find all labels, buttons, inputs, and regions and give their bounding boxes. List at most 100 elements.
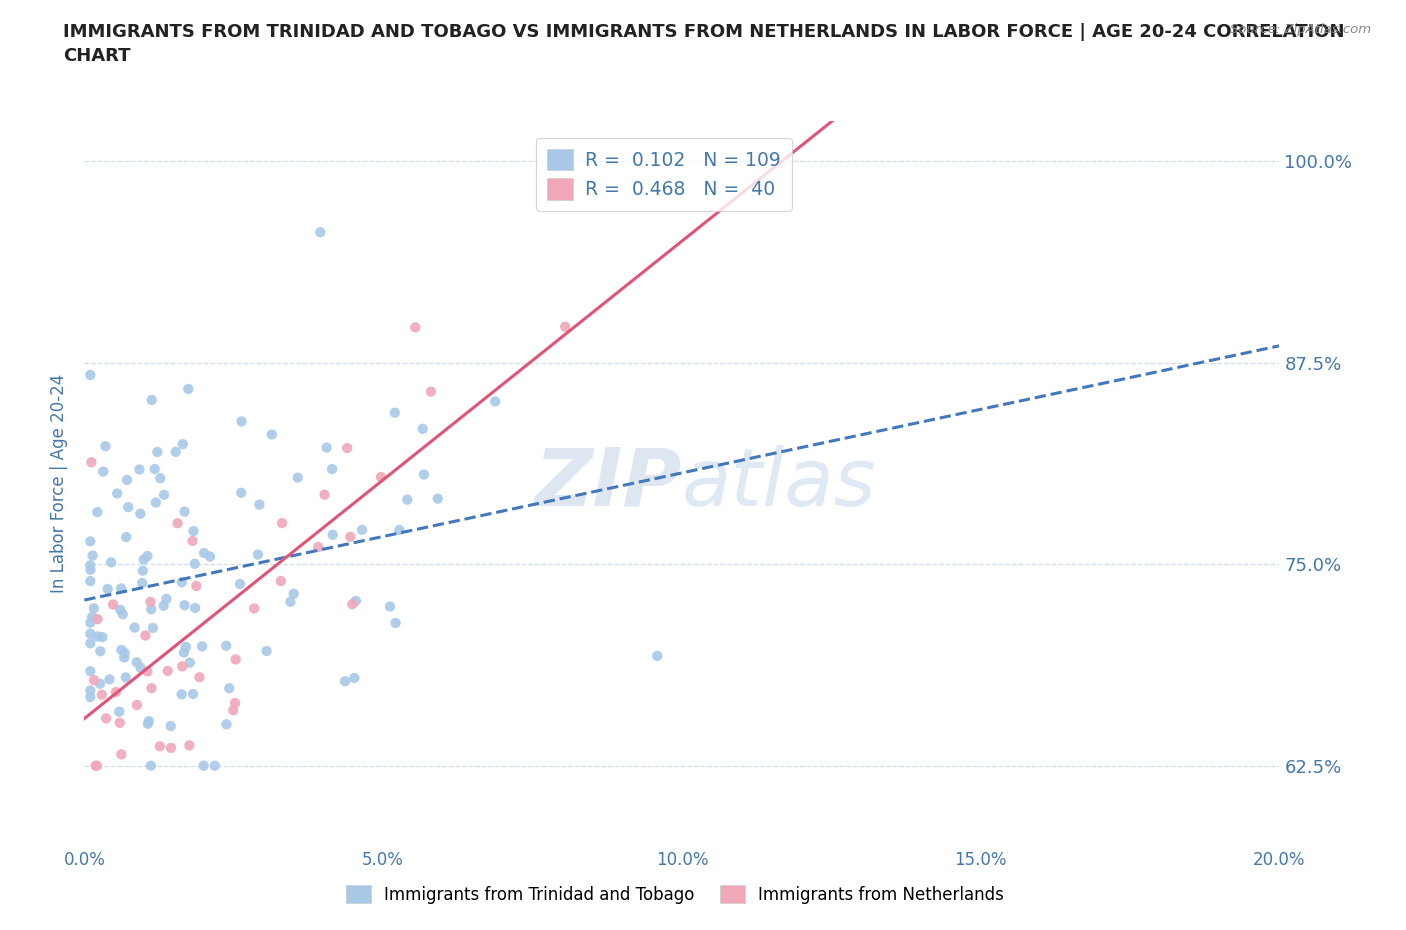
Point bbox=[136, 716, 159, 731]
Point bbox=[172, 659, 194, 674]
Point bbox=[172, 437, 194, 452]
Point bbox=[188, 670, 211, 684]
Point bbox=[388, 523, 411, 538]
Point bbox=[193, 758, 215, 773]
Point bbox=[82, 548, 104, 563]
Point bbox=[145, 495, 167, 510]
Point bbox=[484, 394, 506, 409]
Point bbox=[321, 461, 343, 476]
Point bbox=[645, 648, 668, 663]
Point bbox=[129, 660, 152, 675]
Point bbox=[108, 715, 131, 730]
Point bbox=[412, 421, 434, 436]
Text: IMMIGRANTS FROM TRINIDAD AND TOBAGO VS IMMIGRANTS FROM NETHERLANDS IN LABOR FORC: IMMIGRANTS FROM TRINIDAD AND TOBAGO VS I… bbox=[63, 23, 1344, 65]
Point bbox=[215, 717, 238, 732]
Point bbox=[82, 610, 104, 625]
Point bbox=[132, 552, 155, 567]
Legend: Immigrants from Trinidad and Tobago, Immigrants from Netherlands: Immigrants from Trinidad and Tobago, Imm… bbox=[339, 879, 1011, 910]
Point bbox=[104, 684, 127, 699]
Point bbox=[132, 564, 155, 578]
Point bbox=[149, 471, 172, 485]
Point bbox=[90, 687, 112, 702]
Point bbox=[79, 616, 101, 631]
Point bbox=[117, 499, 139, 514]
Point bbox=[183, 524, 205, 538]
Point bbox=[222, 703, 245, 718]
Point bbox=[270, 574, 292, 589]
Point bbox=[322, 527, 344, 542]
Point bbox=[114, 670, 136, 684]
Point bbox=[155, 591, 177, 606]
Point bbox=[174, 640, 197, 655]
Point bbox=[112, 650, 135, 665]
Point bbox=[314, 487, 336, 502]
Point bbox=[215, 638, 238, 653]
Point bbox=[141, 392, 163, 407]
Point bbox=[149, 739, 172, 754]
Point bbox=[79, 690, 101, 705]
Point bbox=[79, 683, 101, 698]
Point bbox=[115, 530, 138, 545]
Point bbox=[342, 597, 364, 612]
Point bbox=[152, 598, 174, 613]
Point bbox=[344, 593, 367, 608]
Point bbox=[141, 602, 163, 617]
Point bbox=[97, 581, 120, 596]
Point bbox=[159, 719, 181, 734]
Point bbox=[98, 672, 121, 687]
Text: atlas: atlas bbox=[682, 445, 877, 523]
Point bbox=[115, 472, 138, 487]
Point bbox=[336, 441, 359, 456]
Point bbox=[231, 485, 253, 500]
Point bbox=[91, 630, 114, 644]
Point bbox=[339, 529, 361, 544]
Point bbox=[246, 547, 269, 562]
Point bbox=[124, 620, 146, 635]
Point bbox=[224, 696, 246, 711]
Point bbox=[181, 534, 204, 549]
Point bbox=[186, 578, 208, 593]
Point bbox=[138, 713, 160, 728]
Point bbox=[79, 367, 101, 382]
Point bbox=[79, 558, 101, 573]
Point bbox=[131, 576, 153, 591]
Point bbox=[247, 498, 270, 512]
Point bbox=[110, 581, 132, 596]
Point bbox=[101, 597, 124, 612]
Point bbox=[184, 601, 207, 616]
Point bbox=[111, 607, 134, 622]
Point bbox=[79, 563, 101, 578]
Point bbox=[333, 673, 356, 688]
Point bbox=[108, 704, 131, 719]
Point bbox=[307, 539, 329, 554]
Point bbox=[396, 492, 419, 507]
Point bbox=[141, 681, 163, 696]
Point bbox=[243, 601, 266, 616]
Point bbox=[139, 758, 162, 773]
Point bbox=[384, 616, 406, 631]
Point bbox=[350, 523, 373, 538]
Point bbox=[179, 738, 201, 753]
Point bbox=[105, 486, 128, 501]
Point bbox=[280, 594, 302, 609]
Point bbox=[125, 655, 148, 670]
Point bbox=[91, 464, 114, 479]
Point bbox=[315, 440, 337, 455]
Point bbox=[79, 636, 101, 651]
Point bbox=[79, 534, 101, 549]
Point bbox=[79, 574, 101, 589]
Point bbox=[146, 445, 169, 459]
Point bbox=[191, 639, 214, 654]
Point bbox=[426, 491, 449, 506]
Point bbox=[173, 645, 195, 660]
Point bbox=[153, 487, 176, 502]
Point bbox=[173, 598, 195, 613]
Point bbox=[134, 628, 156, 643]
Point bbox=[94, 439, 117, 454]
Point bbox=[79, 664, 101, 679]
Point bbox=[554, 319, 576, 334]
Point bbox=[80, 455, 103, 470]
Point bbox=[260, 427, 283, 442]
Point bbox=[378, 599, 401, 614]
Point bbox=[166, 516, 188, 531]
